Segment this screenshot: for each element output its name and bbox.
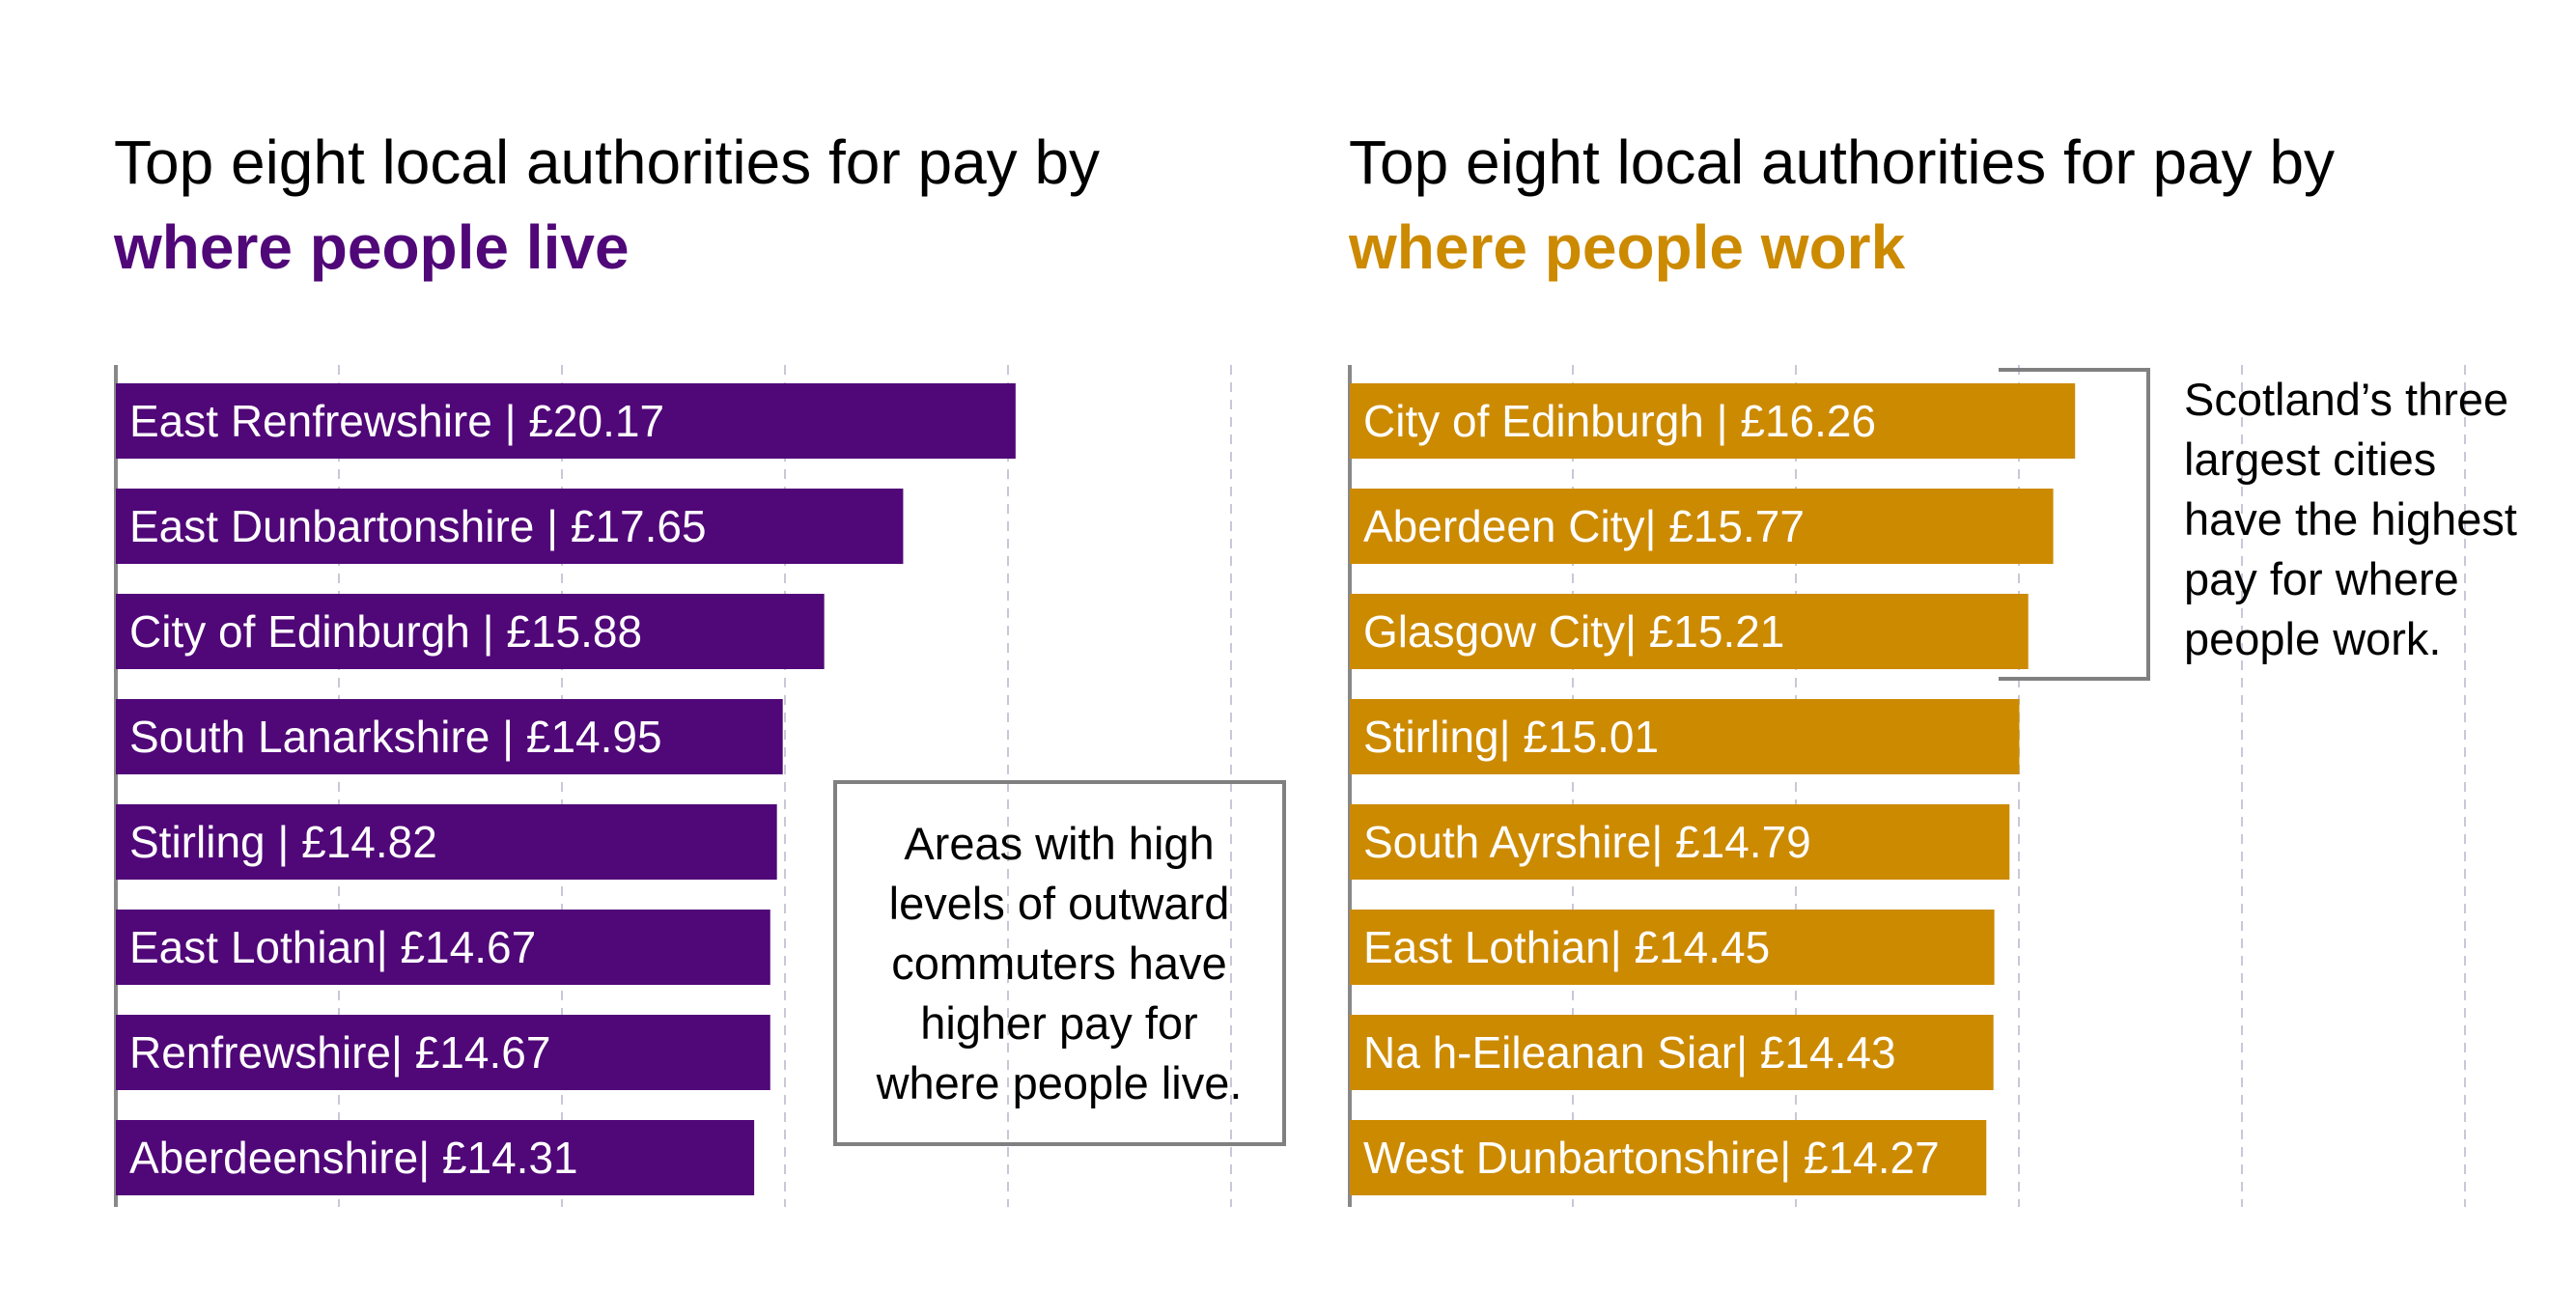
annotation-line: largest cities [2184,434,2436,485]
bar [1350,1015,1994,1090]
bar [1350,699,2020,774]
bar-label: South Lanarkshire | £14.95 [129,712,662,762]
annotation-line: people work. [2184,613,2442,664]
chart-work: Top eight local authorities for pay by w… [1348,127,2517,1207]
chart-work-title: Top eight local authorities for pay by [1349,127,2335,197]
chart-work-subtitle: where people work [1348,212,1906,282]
chart-work-annotation: Scotland’s three largest cities have the h… [2184,374,2517,664]
chart-live-title: Top eight local authorities for pay by [114,127,1100,197]
annotation-line: have the highest [2184,493,2517,545]
bar-label: South Ayrshire| £14.79 [1363,817,1811,867]
bar-label: West Dunbartonshire| £14.27 [1363,1133,1940,1183]
bar [1350,594,2029,669]
annotation-line: higher pay for [920,997,1197,1049]
bar [116,1120,755,1195]
bar [1350,383,2076,459]
chart-work-bars: City of Edinburgh | £16.26 Aberdeen City|… [1350,383,2076,1195]
bar-label: City of Edinburgh | £15.88 [129,606,642,657]
bar [1350,804,2010,880]
bar [1350,1120,1987,1195]
annotation-line: Scotland’s three [2184,374,2508,425]
bar-label: City of Edinburgh | £16.26 [1363,396,1876,446]
bar-label: Renfrewshire| £14.67 [129,1027,550,1078]
bar-label: East Lothian| £14.45 [1363,922,1770,972]
bar [1350,910,1995,985]
chart-live-subtitle: where people live [113,212,630,282]
chart-live-bars: East Renfrewshire | £20.17 East Dunbarton… [116,383,1016,1195]
chart-live-annotation: Areas with high levels of outward commuter… [876,818,1243,1108]
bar [116,489,904,564]
chart-live-annotation-box [833,780,1286,1146]
bar-label: Stirling | £14.82 [129,817,437,867]
chart-work-bracket [1999,368,2150,681]
bar-label: Stirling| £15.01 [1363,712,1659,762]
annotation-line: where people live. [876,1057,1243,1108]
bar-label: Glasgow City| £15.21 [1363,606,1784,657]
bar [116,699,783,774]
annotation-line: Areas with high [904,818,1214,869]
bar-label: Aberdeenshire| £14.31 [129,1133,578,1183]
annotation-line: levels of outward [889,878,1230,929]
bar-label: East Dunbartonshire | £17.65 [129,501,707,551]
annotation-line: pay for where [2184,553,2459,604]
annotation-line: commuters have [891,938,1226,989]
bar [116,594,825,669]
chart-live: Top eight local authorities for pay by w… [113,127,1286,1207]
bar [1350,489,2054,564]
bar [116,383,1016,459]
bar [116,1015,770,1090]
bar [116,910,770,985]
bar [116,804,777,880]
bar-label: Aberdeen City| £15.77 [1363,501,1805,551]
bar-label: East Renfrewshire | £20.17 [129,396,664,446]
bar-label: East Lothian| £14.67 [129,922,536,972]
bar-label: Na h-Eileanan Siar| £14.43 [1363,1027,1896,1078]
